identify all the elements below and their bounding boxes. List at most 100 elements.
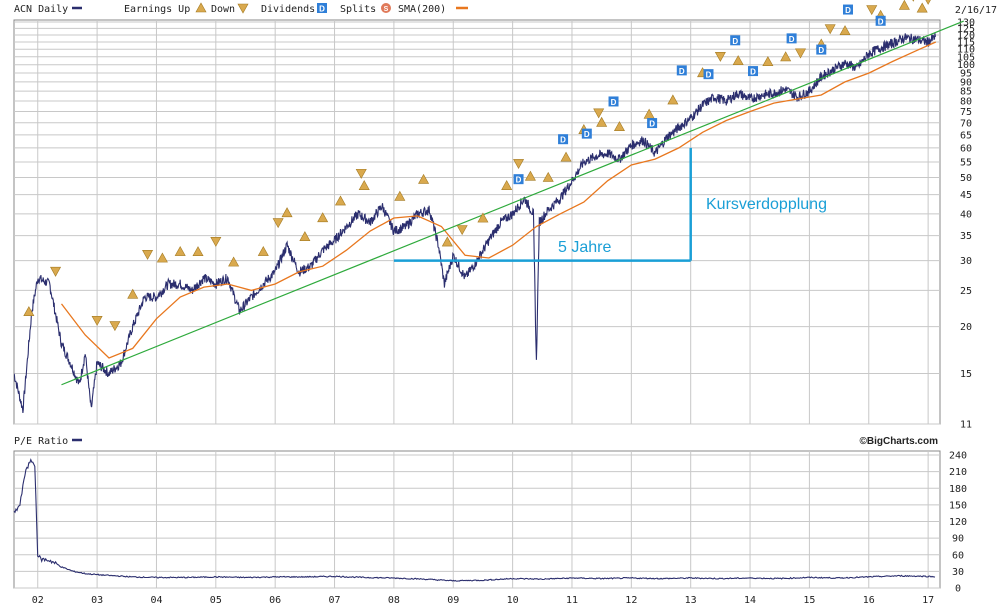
y-tick-label: 40 xyxy=(960,209,972,220)
earnings-down-marker xyxy=(925,0,931,5)
svg-text:D: D xyxy=(584,130,590,139)
y-tick-label: 115 xyxy=(957,37,975,48)
y-tick-label: 80 xyxy=(960,97,972,108)
earnings-up-marker xyxy=(418,173,430,184)
x-tick-label: 06 xyxy=(269,595,281,606)
credit-label: ©BigCharts.com xyxy=(860,436,939,447)
y-tick-label: 130 xyxy=(957,18,975,29)
dividend-marker: D xyxy=(676,65,687,76)
earnings-up-marker xyxy=(780,51,792,62)
earnings-down-label: Down xyxy=(211,4,235,15)
y-tick-label: 85 xyxy=(960,87,972,98)
annotations: Kursverdopplung 5 Jahre xyxy=(393,147,827,262)
svg-text:D: D xyxy=(706,71,712,80)
dividend-marker: D xyxy=(842,4,853,15)
x-tick-label: 07 xyxy=(329,595,341,606)
dividend-marker: D xyxy=(730,35,741,46)
earnings-up-marker xyxy=(560,151,572,162)
dividend-marker: D xyxy=(608,96,619,107)
earnings-down-marker xyxy=(355,168,367,179)
earnings-down-marker xyxy=(912,0,915,2)
svg-text:D: D xyxy=(649,120,655,129)
price-panel-frame xyxy=(13,19,941,425)
earnings-up-marker xyxy=(23,306,35,316)
earnings-up-icon xyxy=(195,2,207,13)
y-tick-label: 100 xyxy=(957,60,975,71)
earnings-up-marker xyxy=(762,56,774,66)
earnings-up-marker xyxy=(228,256,240,267)
dividends-label: Dividends xyxy=(261,4,315,15)
dividend-marker: D xyxy=(703,69,714,80)
y-tick-label: 20 xyxy=(960,322,972,333)
earnings-up-marker xyxy=(281,207,293,218)
earnings-down-marker xyxy=(456,225,468,236)
earnings-up-marker xyxy=(732,55,744,66)
doubling-label: Kursverdopplung xyxy=(706,196,827,213)
y-tick-label: 11 xyxy=(960,420,972,431)
pe-grid xyxy=(14,451,940,589)
svg-text:D: D xyxy=(560,136,566,145)
dividend-marker: D xyxy=(786,33,797,44)
price-y-axis: 1115202530354045505560657075808590951001… xyxy=(957,18,975,431)
earnings-down-marker xyxy=(91,316,103,326)
y-tick-label: 90 xyxy=(960,77,972,88)
y-tick-label: 180 xyxy=(949,484,967,495)
years-label: 5 Jahre xyxy=(558,239,611,256)
pe-y-axis: 0 30 60 90 120 150 180 210 240 xyxy=(949,451,967,595)
earnings-up-marker xyxy=(542,171,554,182)
x-tick-label: 15 xyxy=(803,595,815,606)
price-plot xyxy=(14,32,937,414)
x-tick-label: 08 xyxy=(388,595,400,606)
x-tick-label: 17 xyxy=(922,595,934,606)
y-tick-label: 15 xyxy=(960,369,972,380)
y-tick-label: 0 xyxy=(955,584,961,595)
x-tick-label: 13 xyxy=(685,595,697,606)
earnings-up-marker xyxy=(613,121,625,132)
earnings-down-marker xyxy=(109,321,121,332)
svg-text:D: D xyxy=(732,37,738,46)
x-tick-label: 12 xyxy=(625,595,637,606)
earnings-up-marker xyxy=(667,94,679,105)
earnings-up-marker xyxy=(156,252,168,263)
split-icon: S xyxy=(381,3,391,13)
earnings-up-marker xyxy=(477,212,489,223)
y-tick-label: 90 xyxy=(952,534,964,545)
y-tick-label: 105 xyxy=(957,52,975,63)
y-tick-label: 45 xyxy=(960,190,972,201)
svg-text:D: D xyxy=(818,46,824,55)
sma-series-line xyxy=(60,41,937,359)
earnings-up-label: Earnings Up xyxy=(124,4,190,15)
dividend-marker: D xyxy=(875,15,886,26)
y-tick-label: 120 xyxy=(957,31,975,42)
pe-panel-frame xyxy=(13,450,941,589)
pe-label: P/E Ratio xyxy=(14,436,68,447)
earnings-up-marker xyxy=(394,190,406,201)
earnings-up-marker xyxy=(127,288,139,299)
earnings-down-marker xyxy=(210,236,222,247)
earnings-up-marker xyxy=(916,2,928,13)
y-tick-label: 75 xyxy=(960,107,972,118)
earnings-up-marker xyxy=(257,245,269,256)
svg-text:D: D xyxy=(516,176,522,185)
earnings-up-marker xyxy=(839,25,851,36)
dividend-marker: D xyxy=(748,66,759,77)
y-tick-label: 60 xyxy=(960,143,972,154)
svg-text:D: D xyxy=(878,17,884,26)
x-tick-label: 04 xyxy=(150,595,162,606)
y-tick-label: 30 xyxy=(952,567,964,578)
earnings-down-marker xyxy=(142,250,154,260)
x-tick-label: 11 xyxy=(566,595,578,606)
pe-plot xyxy=(13,458,936,582)
sma-label: SMA(200) xyxy=(398,4,446,15)
earnings-up-marker xyxy=(441,236,453,247)
x-tick-label: 03 xyxy=(91,595,103,606)
pe-panel: 0 30 60 90 120 150 180 210 240 xyxy=(13,450,967,595)
y-tick-label: 70 xyxy=(960,118,972,129)
earnings-down-marker xyxy=(794,48,807,59)
earnings-up-marker xyxy=(524,170,536,181)
dividend-icon: D xyxy=(317,3,327,14)
y-tick-label: 150 xyxy=(949,500,967,511)
earnings-up-marker xyxy=(192,246,204,257)
y-tick-label: 25 xyxy=(960,286,972,297)
price-series-line xyxy=(14,32,936,414)
